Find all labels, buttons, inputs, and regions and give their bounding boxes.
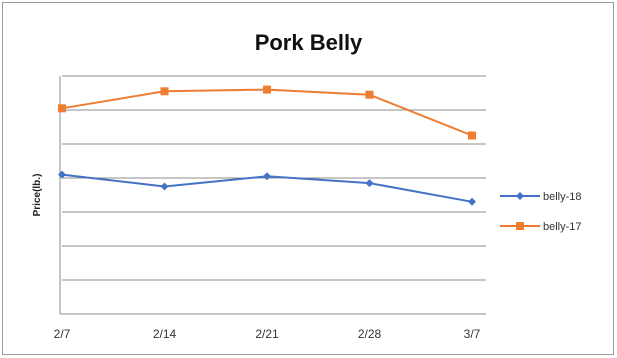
data-point-belly-17 bbox=[58, 104, 66, 113]
data-point-belly-18 bbox=[58, 170, 66, 179]
x-tick-label: 2/14 bbox=[153, 327, 177, 341]
gridlines bbox=[62, 75, 486, 281]
series-line-belly-17 bbox=[61, 88, 473, 137]
series-markers bbox=[58, 85, 476, 206]
x-tick-labels: 2/7 2/14 2/21 2/28 3/7 bbox=[54, 327, 481, 341]
data-point-belly-18 bbox=[365, 179, 374, 188]
y-axis-label: Price(lb.) bbox=[32, 174, 43, 217]
x-tick-label: 3/7 bbox=[464, 327, 481, 341]
data-point-belly-17 bbox=[263, 85, 271, 94]
x-tick-label: 2/28 bbox=[358, 327, 382, 341]
data-point-belly-17 bbox=[365, 90, 374, 99]
data-point-belly-18 bbox=[468, 197, 476, 206]
legend-item-belly-17: belly-17 bbox=[500, 221, 582, 233]
x-tick-label: 2/21 bbox=[255, 327, 279, 341]
legend-marker bbox=[516, 222, 524, 230]
legend-marker bbox=[516, 192, 524, 200]
x-tick-label: 2/7 bbox=[54, 327, 71, 341]
legend-label: belly-17 bbox=[543, 221, 582, 233]
data-point-belly-17 bbox=[160, 87, 169, 96]
series-lines bbox=[61, 88, 473, 203]
legend-item-belly-18: belly-18 bbox=[500, 191, 582, 203]
data-point-belly-18 bbox=[263, 172, 271, 181]
legend-label: belly-18 bbox=[543, 191, 582, 203]
axes bbox=[59, 76, 486, 315]
data-point-belly-18 bbox=[160, 182, 169, 191]
data-point-belly-17 bbox=[468, 131, 476, 140]
chart-title: Pork Belly bbox=[254, 30, 363, 55]
legend: belly-18 belly-17 bbox=[500, 191, 582, 233]
